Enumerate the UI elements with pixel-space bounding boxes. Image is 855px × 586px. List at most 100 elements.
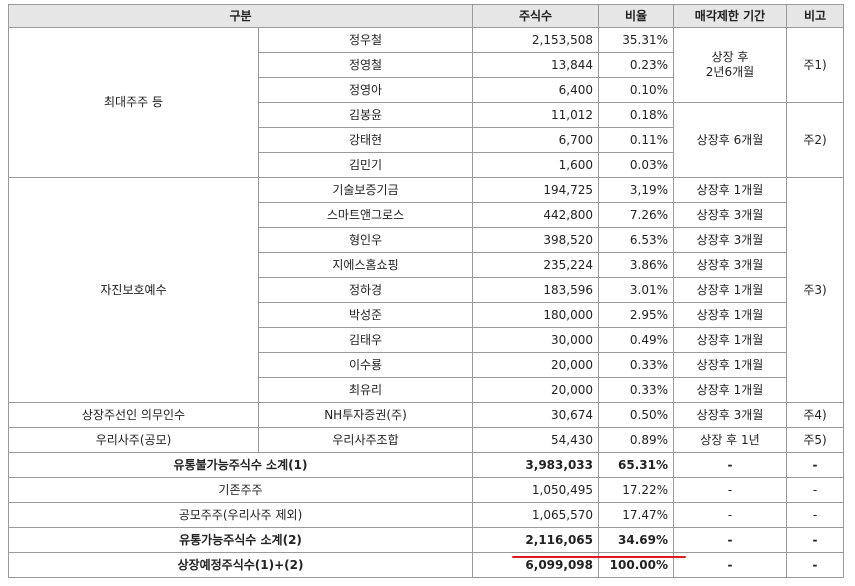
table-row: 정영철 13,844 0.23%	[9, 52, 844, 78]
header-cell: 주식수	[472, 4, 599, 28]
holder-name: 정영아	[258, 77, 473, 103]
note: 주2)	[786, 102, 844, 178]
shares: 30,674	[472, 402, 599, 428]
summary-label: 기존주주	[8, 477, 473, 503]
period: 상장후 1개월	[673, 177, 787, 203]
table-row: 김봉윤 11,012 0.18% 상장후 6개월 주2)	[9, 102, 844, 178]
period: 상장 후 2년6개월	[673, 27, 787, 103]
shares: 183,596	[472, 277, 599, 303]
ratio: 6.53%	[598, 227, 674, 253]
ratio: 0.18%	[598, 102, 674, 128]
ratio: 3,19%	[598, 177, 674, 203]
group-cell: 자진보호예수	[8, 177, 259, 403]
period: -	[673, 552, 787, 578]
shares: 2,116,065	[472, 527, 599, 553]
ratio: 17.47%	[598, 502, 674, 528]
note: 주4)	[786, 402, 844, 428]
ratio: 0.33%	[598, 377, 674, 403]
summary-label: 상장예정주식수(1)+(2)	[8, 552, 473, 578]
shares: 20,000	[472, 352, 599, 378]
ratio: 0.33%	[598, 352, 674, 378]
table-row: 김민기 1,600 0.03%	[9, 152, 844, 178]
table-row: 김태우 30,000 0.49% 상장후 1개월	[9, 327, 844, 353]
header-cell: 비율	[598, 4, 674, 28]
note: 주5)	[786, 427, 844, 453]
period: 상장후 3개월	[673, 252, 787, 278]
period: -	[673, 502, 787, 528]
holder-name: 박성준	[258, 302, 473, 328]
shares: 398,520	[472, 227, 599, 253]
holder-name: 김민기	[258, 152, 473, 178]
holder-name: 강태현	[258, 127, 473, 153]
table-row: 상장주선인 의무인수 NH투자증권(주) 30,674 0.50% 상장후 3개월 주4)	[8, 402, 844, 428]
note: -	[786, 527, 844, 553]
note: 주3)	[786, 177, 844, 403]
period: 상장후 3개월	[673, 227, 787, 253]
ratio: 7.26%	[598, 202, 674, 228]
note: -	[786, 552, 844, 578]
holder-name: 김태우	[258, 327, 473, 353]
period: 상장후 1개월	[673, 277, 787, 303]
note: 주1)	[786, 27, 844, 103]
table-row: 지에스홈쇼핑 235,224 3.86% 상장후 3개월	[9, 252, 844, 278]
shares: 30,000	[472, 327, 599, 353]
period: 상장후 1개월	[673, 352, 787, 378]
ratio: 0.89%	[598, 427, 674, 453]
group-cell: 우리사주(공모)	[8, 427, 259, 453]
holder-name: 정하경	[258, 277, 473, 303]
period: -	[673, 452, 787, 478]
holder-name: 정영철	[258, 52, 473, 78]
shares: 442,800	[472, 202, 599, 228]
ratio: 65.31%	[598, 452, 674, 478]
table-body: 구분 주식수 비율 매각제한 기간 비고 최대주주 등 정우철 2,153,508 35.31%…	[8, 4, 844, 578]
shares: 194,725	[472, 177, 599, 203]
ratio: 34.69%	[598, 527, 674, 553]
summary-label: 유통불가능주식수 소계(1)	[8, 452, 473, 478]
shares: 2,153,508	[472, 27, 599, 53]
holder-name: 형인우	[258, 227, 473, 253]
ratio: 0.50%	[598, 402, 674, 428]
holder-name: 스마트앤그로스	[258, 202, 473, 228]
ratio: 3.86%	[598, 252, 674, 278]
period: -	[673, 527, 787, 553]
shares: 13,844	[472, 52, 599, 78]
holder-name: 지에스홈쇼핑	[258, 252, 473, 278]
period: -	[673, 477, 787, 503]
shares: 1,050,495	[472, 477, 599, 503]
shares: 6,700	[472, 127, 599, 153]
summary-label: 공모주주(우리사주 제외)	[8, 502, 473, 528]
table-row: 자진보호예수 기술보증기금 194,725 3,19% 상장후 1개월 주3)	[8, 177, 844, 403]
period: 상장후 1개월	[673, 377, 787, 403]
shares: 235,224	[472, 252, 599, 278]
shares: 1,065,570	[472, 502, 599, 528]
holder-name: NH투자증권(주)	[258, 402, 473, 428]
ratio: 0.49%	[598, 327, 674, 353]
holder-name: 최유리	[258, 377, 473, 403]
ratio: 3.01%	[598, 277, 674, 303]
table-row: 상장예정주식수(1)+(2) 6,099,098 100.00% - -	[8, 552, 844, 578]
period: 상장후 1개월	[673, 302, 787, 328]
period: 상장후 6개월	[673, 102, 787, 178]
period: 상장 후 1년	[673, 427, 787, 453]
shares: 3,983,033	[472, 452, 599, 478]
header-cell: 구분	[8, 4, 473, 28]
header-cell: 매각제한 기간	[673, 4, 787, 28]
table-row: 기존주주 1,050,495 17.22% - -	[8, 477, 844, 503]
table-row: 공모주주(우리사주 제외) 1,065,570 17.47% - -	[8, 502, 844, 528]
table-row: 정영아 6,400 0.10%	[9, 77, 844, 103]
table-row: 유통가능주식수 소계(2) 2,116,065 34.69% - -	[8, 527, 844, 553]
table-row: 구분 주식수 비율 매각제한 기간 비고	[8, 4, 844, 28]
ratio: 0.10%	[598, 77, 674, 103]
period: 상장후 3개월	[673, 402, 787, 428]
shares: 20,000	[472, 377, 599, 403]
ratio: 17.22%	[598, 477, 674, 503]
group-cell: 최대주주 등	[8, 27, 259, 178]
ratio: 2.95%	[598, 302, 674, 328]
note: -	[786, 477, 844, 503]
share-table: 구분 주식수 비율 매각제한 기간 비고 최대주주 등 정우철 2,153,508 35.31%…	[8, 4, 844, 578]
shares: 11,012	[472, 102, 599, 128]
shares: 6,400	[472, 77, 599, 103]
table-row: 이수룡 20,000 0.33% 상장후 1개월	[9, 352, 844, 378]
group-cell: 상장주선인 의무인수	[8, 402, 259, 428]
ratio: 0.23%	[598, 52, 674, 78]
